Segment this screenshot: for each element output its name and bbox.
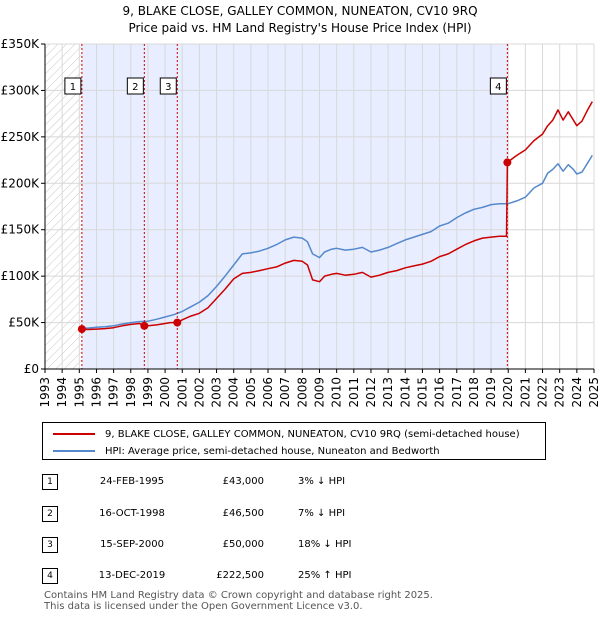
x-tick-label: 2003 [210, 377, 224, 408]
sale-price: £222,500 [216, 570, 264, 581]
y-tick-label: £300K [1, 83, 41, 97]
sale-label: 2 [132, 82, 138, 93]
legend-item-hpi: HPI: Average price, semi-detached house,… [53, 443, 440, 459]
sale-date: 15-SEP-2000 [100, 539, 164, 550]
sale-date: 16-OCT-1998 [99, 508, 165, 519]
sale-point [140, 321, 149, 330]
footer-copyright: Contains HM Land Registry data © Crown c… [44, 590, 433, 601]
sale-number-badge: 2 [42, 506, 58, 522]
x-tick-label: 2017 [450, 377, 464, 408]
x-tick-label: 2004 [227, 377, 241, 408]
price-paid-line [81, 101, 593, 331]
chart-area: 1 2 3 4 £0 £50K £100K £150K £200K £250K £300K £350… [1, 37, 600, 408]
sale-label-box [126, 77, 144, 95]
shaded-region [81, 44, 508, 369]
y-tick-label: £50K [8, 316, 40, 330]
sale-row: 4 13-DEC-2019 £222,500 25% ↑ HPI [42, 566, 462, 586]
x-tick-label: 1998 [124, 377, 138, 408]
footer-licence: This data is licensed under the Open Gov… [44, 601, 363, 612]
sale-date: 24-FEB-1995 [99, 476, 165, 487]
chart-subtitle: Price paid vs. HM Land Registry's House … [128, 21, 472, 35]
legend: 9, BLAKE CLOSE, GALLEY COMMON, NUNEATON,… [42, 422, 546, 460]
x-tick-label: 2007 [278, 377, 292, 408]
x-tick-label: 2018 [467, 377, 481, 408]
sale-label-box [64, 77, 82, 95]
sale-label-box [489, 77, 507, 95]
sale-hpi-diff: 18% ↓ HPI [298, 539, 352, 550]
x-tick-label: 2022 [536, 377, 550, 408]
sale-row: 3 15-SEP-2000 £50,000 18% ↓ HPI [42, 535, 462, 555]
x-tick-label: 2001 [175, 377, 189, 408]
y-tick-label: £0 [24, 362, 39, 376]
sale-number-badge: 1 [42, 474, 58, 490]
sale-hpi-diff: 3% ↓ HPI [298, 476, 346, 487]
y-tick-label: £200K [1, 176, 41, 190]
sale-point [173, 318, 182, 327]
sale-hpi-diff: 25% ↑ HPI [298, 570, 352, 581]
x-tick-label: 1999 [141, 377, 155, 408]
sale-hpi-diff: 7% ↓ HPI [298, 508, 346, 519]
sale-price: £43,000 [222, 476, 264, 487]
sale-price: £50,000 [222, 539, 264, 550]
sale-date: 13-DEC-2019 [98, 570, 166, 581]
x-tick-label: 2011 [347, 377, 361, 408]
y-tick-label: £150K [1, 223, 41, 237]
x-tick-label: 2019 [484, 377, 498, 408]
legend-swatch-hpi [53, 450, 95, 452]
x-tick-label: 2013 [381, 377, 395, 408]
sale-label-box [159, 77, 177, 95]
x-tick-label: 2020 [501, 377, 515, 408]
legend-item-price-paid: 9, BLAKE CLOSE, GALLEY COMMON, NUNEATON,… [53, 426, 520, 442]
y-tick-label: £350K [1, 37, 41, 51]
sale-label: 4 [495, 82, 501, 93]
legend-swatch-price-paid [53, 433, 95, 435]
x-tick-label: 2014 [398, 377, 412, 408]
x-tick-label: 1994 [55, 377, 69, 408]
x-tick-label: 2024 [570, 377, 584, 408]
hatched-region [45, 44, 82, 369]
x-tick-label: 2008 [295, 377, 309, 408]
x-tick-label: 2021 [518, 377, 532, 408]
x-tick-label: 2000 [158, 377, 172, 408]
sale-point [77, 325, 86, 334]
x-tick-label: 1996 [89, 377, 103, 408]
legend-label-hpi: HPI: Average price, semi-detached house,… [105, 445, 440, 457]
x-tick-label: 2023 [553, 377, 567, 408]
x-tick-label: 2006 [261, 377, 275, 408]
x-tick-label: 2009 [313, 377, 327, 408]
sale-price: £46,500 [222, 508, 264, 519]
x-tick-label: 1997 [107, 377, 121, 408]
y-tick-label: £250K [1, 130, 41, 144]
x-tick-label: 2025 [587, 377, 600, 408]
x-tick-label: 1995 [72, 377, 86, 408]
sale-number-badge: 4 [42, 568, 58, 584]
x-tick-label: 2005 [244, 377, 258, 408]
x-tick-label: 1993 [38, 377, 52, 408]
sale-row: 2 16-OCT-1998 £46,500 7% ↓ HPI [42, 504, 462, 524]
x-tick-label: 2012 [364, 377, 378, 408]
x-tick-label: 2016 [433, 377, 447, 408]
sale-point [503, 158, 512, 167]
x-tick-label: 2015 [415, 377, 429, 408]
x-tick-label: 2010 [330, 377, 344, 408]
sale-label: 3 [165, 82, 171, 93]
x-tick-label: 2002 [192, 377, 206, 408]
chart-title: 9, BLAKE CLOSE, GALLEY COMMON, NUNEATON,… [122, 4, 478, 18]
sale-number-badge: 3 [42, 537, 58, 553]
sale-row: 1 24-FEB-1995 £43,000 3% ↓ HPI [42, 472, 462, 492]
legend-label-price-paid: 9, BLAKE CLOSE, GALLEY COMMON, NUNEATON,… [105, 428, 520, 440]
sale-label: 1 [70, 82, 76, 93]
y-tick-label: £100K [1, 269, 41, 283]
hpi-line [81, 155, 593, 329]
